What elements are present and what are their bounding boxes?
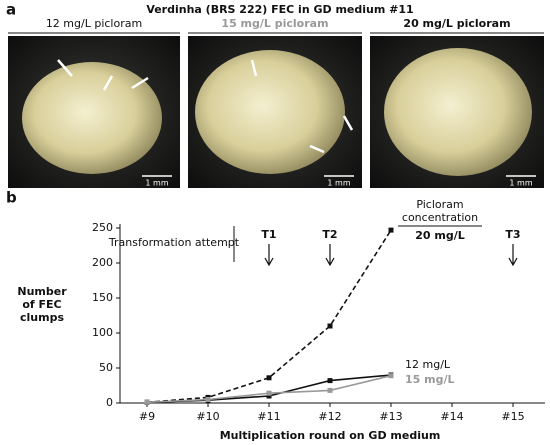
point <box>327 387 333 393</box>
scale-label: 1 mm <box>509 179 532 188</box>
y-tick-label: 150 <box>92 291 113 304</box>
y-axis-label: of FEC <box>22 298 61 311</box>
point <box>388 373 394 379</box>
series-label: 12 mg/L <box>405 358 451 371</box>
photo-header: 15 mg/L picloram <box>221 17 328 30</box>
scale-label: 1 mm <box>145 179 168 188</box>
scale-label: 1 mm <box>327 179 350 188</box>
marker-arrow <box>508 244 518 267</box>
y-tick-label: 200 <box>92 256 113 269</box>
x-axis-label: Multiplication round on GD medium <box>220 429 441 442</box>
x-tick-label: #15 <box>501 410 524 423</box>
marker-label: T1 <box>261 228 276 241</box>
series-line <box>146 229 392 404</box>
marker-label: T2 <box>322 228 337 241</box>
point <box>327 378 333 384</box>
marker-arrow <box>325 244 335 267</box>
x-tick-label: #11 <box>257 410 280 423</box>
annotation: Transformation attempt <box>108 236 240 249</box>
marker-arrow <box>264 244 274 267</box>
photo-header: 12 mg/L picloram <box>46 17 142 30</box>
x-tick-label: #14 <box>440 410 463 423</box>
x-tick-label: #12 <box>318 410 341 423</box>
legend-title: Picloram <box>416 198 463 211</box>
series-label: 15 mg/L <box>405 373 455 386</box>
y-tick-label: 0 <box>106 396 113 409</box>
point <box>327 323 333 329</box>
y-tick-label: 250 <box>92 221 113 234</box>
x-tick-label: #10 <box>196 410 219 423</box>
point <box>144 399 150 405</box>
panel-label: a <box>6 1 16 19</box>
photo <box>370 36 544 188</box>
photo-header: 20 mg/L picloram <box>403 17 510 30</box>
y-tick-label: 50 <box>99 361 113 374</box>
photos <box>8 32 544 188</box>
point <box>266 375 272 381</box>
y-axis-label: Number <box>17 285 67 298</box>
figure-title: Verdinha (BRS 222) FEC in GD medium #11 <box>146 3 413 16</box>
point <box>266 393 272 399</box>
photo <box>188 36 362 188</box>
series-label: 20 mg/L <box>415 229 465 242</box>
legend-title: concentration <box>402 211 478 224</box>
point <box>205 397 211 402</box>
marker-label: T3 <box>505 228 520 241</box>
x-tick-label: #13 <box>379 410 402 423</box>
point <box>388 227 394 233</box>
photo <box>8 36 180 188</box>
x-tick-label: #9 <box>139 410 155 423</box>
y-axis-label: clumps <box>20 311 64 324</box>
point <box>266 390 272 396</box>
y-tick-label: 100 <box>92 326 113 339</box>
panel-label: b <box>6 189 17 207</box>
